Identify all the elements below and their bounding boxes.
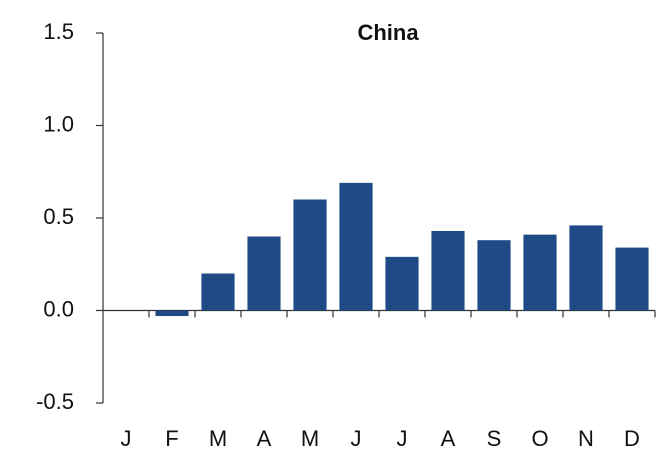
x-tick-label: N — [578, 426, 594, 451]
bar — [155, 310, 189, 317]
x-tick-label: M — [301, 426, 319, 451]
y-tick-label: 1.0 — [43, 111, 74, 136]
x-tick-label: A — [441, 426, 456, 451]
bar — [477, 240, 511, 311]
bar — [201, 273, 235, 311]
bar — [523, 234, 557, 311]
x-tick-label: A — [257, 426, 272, 451]
x-tick-label: S — [487, 426, 502, 451]
x-tick-label: M — [209, 426, 227, 451]
y-tick-label: 1.5 — [43, 19, 74, 44]
chart-title: China — [357, 20, 419, 45]
y-tick-label: 0.0 — [43, 296, 74, 321]
bar — [339, 182, 373, 311]
x-tick-label: J — [121, 426, 132, 451]
x-tick-label: F — [165, 426, 178, 451]
x-tick-label: J — [397, 426, 408, 451]
x-tick-label: O — [531, 426, 548, 451]
bar — [615, 247, 649, 311]
bar — [385, 256, 419, 311]
bar — [293, 199, 327, 311]
y-tick-label: -0.5 — [36, 389, 74, 414]
bar — [569, 225, 603, 311]
bar — [247, 236, 281, 311]
x-tick-label: D — [624, 426, 640, 451]
x-tick-label: J — [351, 426, 362, 451]
bar — [431, 230, 465, 311]
y-tick-label: 0.5 — [43, 204, 74, 229]
